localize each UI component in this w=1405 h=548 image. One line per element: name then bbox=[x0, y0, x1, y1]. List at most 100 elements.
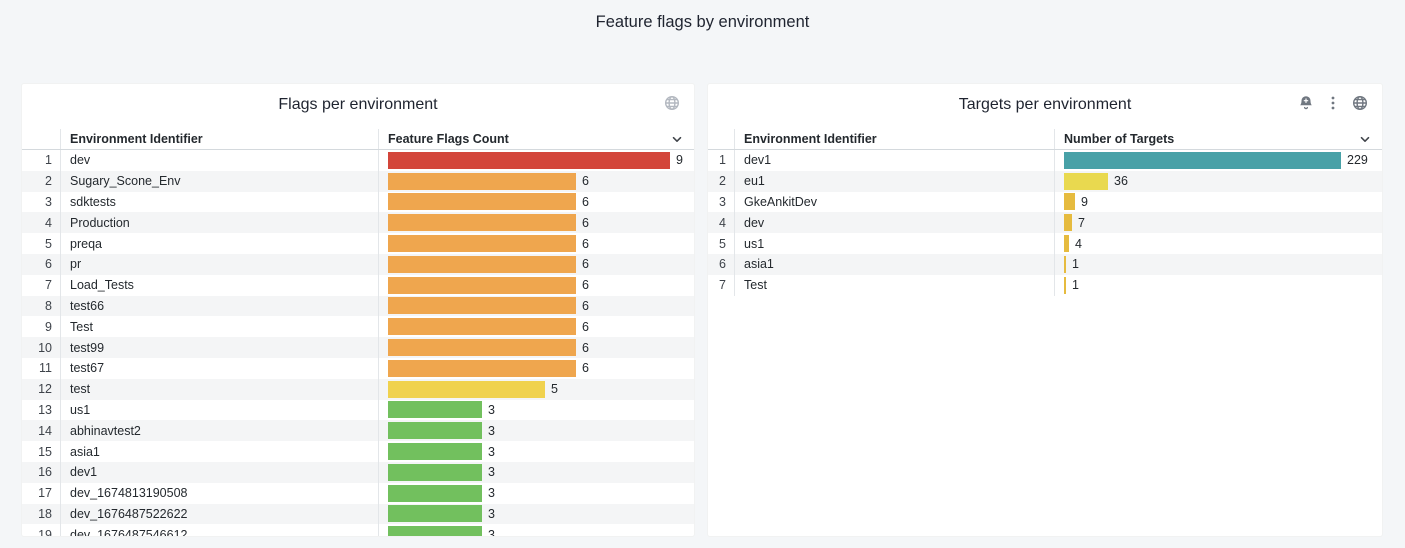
bar-cell: 5 bbox=[378, 378, 694, 400]
bar-cell: 6 bbox=[378, 253, 694, 275]
bar-cell: 6 bbox=[378, 170, 694, 192]
table-row: 16 dev1 3 bbox=[22, 461, 694, 483]
value-label: 6 bbox=[582, 319, 589, 334]
row-index: 2 bbox=[719, 174, 726, 189]
panel-icons bbox=[663, 94, 680, 111]
bar-cell: 6 bbox=[378, 316, 694, 338]
column-header-environment[interactable]: Environment Identifier bbox=[60, 129, 378, 149]
value-label: 6 bbox=[582, 236, 589, 251]
row-index: 6 bbox=[719, 257, 726, 272]
column-header-targets[interactable]: Number of Targets bbox=[1054, 129, 1382, 149]
panel-flags-per-environment: Flags per environment Environment Identi… bbox=[21, 83, 695, 537]
row-index: 3 bbox=[719, 194, 726, 209]
value-bar bbox=[388, 214, 576, 232]
panel-header: Flags per environment bbox=[22, 84, 694, 129]
environment-cell: asia1 bbox=[734, 253, 1054, 275]
table-header: Environment Identifier Feature Flags Cou… bbox=[22, 129, 694, 150]
bar-cell: 229 bbox=[1054, 150, 1382, 171]
table-row: 8 test66 6 bbox=[22, 295, 694, 317]
value-bar bbox=[388, 151, 670, 169]
row-index: 8 bbox=[45, 298, 52, 313]
chevron-down-icon[interactable] bbox=[670, 132, 684, 146]
table-header: Environment Identifier Number of Targets bbox=[708, 129, 1382, 150]
environment-cell: pr bbox=[60, 253, 378, 275]
row-index: 7 bbox=[45, 278, 52, 293]
bar-cell: 6 bbox=[378, 357, 694, 379]
environment-cell: dev bbox=[734, 212, 1054, 234]
bar-cell: 3 bbox=[378, 524, 694, 537]
value-label: 3 bbox=[488, 444, 495, 459]
environment-cell: us1 bbox=[60, 399, 378, 421]
panel-icons bbox=[1297, 94, 1368, 111]
globe-icon[interactable] bbox=[663, 94, 680, 111]
value-bar bbox=[388, 505, 482, 523]
value-bar bbox=[388, 359, 576, 377]
row-index: 10 bbox=[38, 340, 52, 355]
panel-title[interactable]: Flags per environment bbox=[278, 96, 438, 113]
table-row: 15 asia1 3 bbox=[22, 441, 694, 462]
value-label: 9 bbox=[676, 153, 683, 168]
table-row: 3 sdktests 6 bbox=[22, 191, 694, 213]
globe-icon[interactable] bbox=[1351, 94, 1368, 111]
environment-cell: test67 bbox=[60, 357, 378, 379]
table-row: 19 dev_1676487546612 3 bbox=[22, 524, 694, 537]
bar-cell: 3 bbox=[378, 482, 694, 504]
bar-cell: 36 bbox=[1054, 170, 1382, 192]
row-index: 7 bbox=[719, 278, 726, 293]
row-index: 17 bbox=[38, 486, 52, 501]
environment-cell: Test bbox=[734, 274, 1054, 296]
table-row: 11 test67 6 bbox=[22, 357, 694, 379]
value-bar bbox=[1064, 151, 1341, 169]
table-row: 4 Production 6 bbox=[22, 212, 694, 234]
environment-cell: eu1 bbox=[734, 170, 1054, 192]
table-row: 7 Load_Tests 6 bbox=[22, 274, 694, 296]
bar-cell: 6 bbox=[378, 212, 694, 234]
bar-cell: 9 bbox=[1054, 191, 1382, 213]
value-bar bbox=[388, 297, 576, 315]
table-row: 7 Test 1 bbox=[708, 274, 1382, 296]
value-label: 7 bbox=[1078, 215, 1085, 230]
column-header-environment[interactable]: Environment Identifier bbox=[734, 129, 1054, 149]
value-bar bbox=[1064, 235, 1069, 253]
row-index: 15 bbox=[38, 444, 52, 459]
value-label: 3 bbox=[488, 506, 495, 521]
chevron-down-icon[interactable] bbox=[1358, 132, 1372, 146]
bar-cell: 7 bbox=[1054, 212, 1382, 234]
bar-cell: 3 bbox=[378, 503, 694, 525]
environment-cell: GkeAnkitDev bbox=[734, 191, 1054, 213]
bell-plus-icon[interactable] bbox=[1297, 94, 1314, 111]
column-header-count[interactable]: Feature Flags Count bbox=[378, 129, 694, 149]
row-index: 4 bbox=[45, 215, 52, 230]
table-row: 1 dev 9 bbox=[22, 150, 694, 171]
environment-cell: test66 bbox=[60, 295, 378, 317]
bar-cell: 3 bbox=[378, 441, 694, 462]
value-bar bbox=[388, 318, 576, 336]
table-row: 5 us1 4 bbox=[708, 233, 1382, 254]
row-index: 19 bbox=[38, 527, 52, 537]
environment-cell: dev_1674813190508 bbox=[60, 482, 378, 504]
value-label: 6 bbox=[582, 174, 589, 189]
bar-cell: 6 bbox=[378, 191, 694, 213]
table-row: 2 eu1 36 bbox=[708, 170, 1382, 192]
table-row: 6 asia1 1 bbox=[708, 253, 1382, 275]
row-index: 1 bbox=[45, 153, 52, 168]
table-row: 10 test99 6 bbox=[22, 337, 694, 358]
environment-cell: Sugary_Scone_Env bbox=[60, 170, 378, 192]
value-bar bbox=[388, 484, 482, 502]
value-label: 3 bbox=[488, 527, 495, 537]
environment-cell: test bbox=[60, 378, 378, 400]
kebab-menu-icon[interactable] bbox=[1324, 94, 1341, 111]
environment-cell: sdktests bbox=[60, 191, 378, 213]
value-bar bbox=[388, 422, 482, 440]
value-label: 6 bbox=[582, 278, 589, 293]
environment-cell: Production bbox=[60, 212, 378, 234]
value-bar bbox=[388, 255, 576, 273]
value-bar bbox=[388, 276, 576, 294]
value-label: 3 bbox=[488, 486, 495, 501]
row-index: 12 bbox=[38, 382, 52, 397]
panel-title[interactable]: Targets per environment bbox=[958, 96, 1132, 113]
environment-cell: dev_1676487522622 bbox=[60, 503, 378, 525]
value-label: 5 bbox=[551, 382, 558, 397]
value-label: 229 bbox=[1347, 153, 1368, 168]
value-bar bbox=[388, 463, 482, 481]
